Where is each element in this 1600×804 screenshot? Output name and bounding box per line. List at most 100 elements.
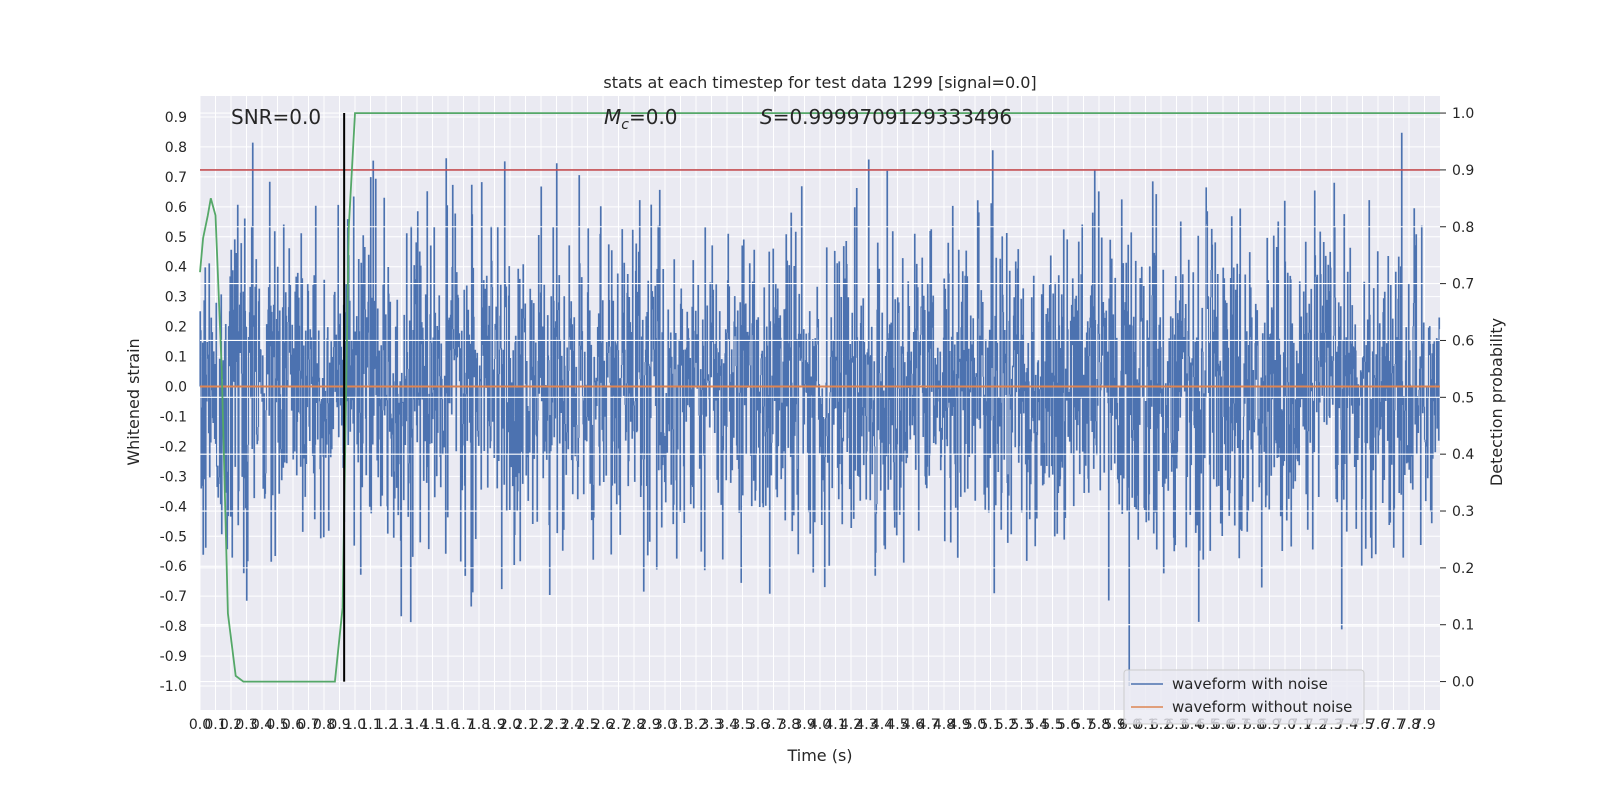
x-tick-label: 1.3 (390, 717, 412, 733)
x-tick-label: 7.8 (1398, 717, 1420, 733)
score-annotation: S=0.9999709129333496 (760, 105, 1012, 129)
x-tick-label: 2.9 (638, 717, 660, 733)
x-tick-label: 3.0 (654, 717, 676, 733)
y2-tick-label: 1.0 (1452, 106, 1474, 122)
detection-probability-line (199, 112, 1440, 683)
x-tick-label: 4.1 (824, 717, 846, 733)
y2-tick-label: 0.0 (1452, 675, 1474, 691)
y-tick-label: -0.4 (160, 499, 187, 515)
x-tick-label: 7.7 (1382, 717, 1404, 733)
y-tick-label: 0.1 (165, 350, 187, 366)
score-symbol: S (760, 105, 773, 129)
x-tick-label: 3.5 (731, 717, 753, 733)
x-tick-label: 0.6 (282, 717, 304, 733)
chart-title: stats at each timestep for test data 129… (603, 73, 1036, 92)
x-tick-label: 1.7 (452, 717, 474, 733)
y-tick-label: 0.4 (165, 260, 187, 276)
y-tick-label: 0.9 (165, 110, 187, 126)
x-tick-label: 1.1 (359, 717, 381, 733)
x-tick-label: 5.9 (1103, 717, 1125, 733)
x-tick-label: 4.8 (933, 717, 955, 733)
x-tick-label: 2.1 (514, 717, 536, 733)
chirp-mass-annotation: Mc=0.0 (604, 105, 678, 133)
x-tick-label: 4.3 (855, 717, 877, 733)
x-tick-label: 4.7 (917, 717, 939, 733)
x-tick-label: 7.9 (1413, 717, 1435, 733)
x-tick-label: 3.4 (716, 717, 738, 733)
y2-tick-label: 0.8 (1452, 220, 1474, 236)
y-axis-ticks: -1.0 -0.9 -0.8 -0.7 -0.6 -0.5 -0.4 -0.3 -0.2 -0.1… (160, 110, 187, 695)
x-tick-label: 1.8 (468, 717, 490, 733)
y-tick-label: -0.2 (160, 439, 187, 455)
x-tick-label: 2.7 (607, 717, 629, 733)
x-tick-label: 5.5 (1041, 717, 1063, 733)
x-tick-label: 1.6 (437, 717, 459, 733)
y2-tick-label: 0.6 (1452, 333, 1474, 349)
x-tick-label: 1.5 (421, 717, 443, 733)
x-tick-label: 4.4 (871, 717, 893, 733)
snr-annotation: SNR=0.0 (231, 105, 321, 129)
score-value: =0.9999709129333496 (773, 105, 1012, 129)
legend-label-noise: waveform with noise (1172, 675, 1328, 693)
x-tick-label: 0.8 (313, 717, 335, 733)
x-tick-label: 5.0 (964, 717, 986, 733)
y-tick-label: 0.5 (165, 230, 187, 246)
chirp-mass-subscript: c (621, 117, 629, 133)
x-tick-label: 5.3 (1010, 717, 1032, 733)
y-tick-label: 0.2 (165, 320, 187, 336)
x-tick-label: 0.5 (266, 717, 288, 733)
x-tick-label: 5.1 (979, 717, 1001, 733)
y-tick-label: 0.8 (165, 140, 187, 156)
y-tick-label: 0.3 (165, 290, 187, 306)
y-tick-label: -0.6 (160, 559, 187, 575)
series-lines (199, 112, 1440, 683)
x-tick-label: 0.3 (235, 717, 257, 733)
y2-tick-label: 0.9 (1452, 163, 1474, 179)
x-tick-label: 0.0 (189, 717, 211, 733)
x-tick-label: 3.1 (669, 717, 691, 733)
x-tick-label: 1.0 (344, 717, 366, 733)
y-tick-label: 0.6 (165, 200, 187, 216)
y-tick-label: -0.5 (160, 529, 187, 545)
x-tick-label: 2.8 (623, 717, 645, 733)
x-tick-label: 3.9 (793, 717, 815, 733)
y-tick-label: -0.7 (160, 589, 187, 605)
y-axis-label: Whitened strain (124, 338, 143, 465)
legend-label-clean: waveform without noise (1172, 698, 1352, 716)
x-tick-label: 2.4 (561, 717, 583, 733)
x-tick-label: 3.2 (685, 717, 707, 733)
x-tick-label: 5.2 (995, 717, 1017, 733)
x-tick-label: 4.9 (948, 717, 970, 733)
legend-box (1123, 669, 1365, 725)
x-tick-label: 2.6 (592, 717, 614, 733)
x-tick-label: 0.4 (251, 717, 273, 733)
x-tick-label: 4.6 (902, 717, 924, 733)
x-tick-label: 3.3 (700, 717, 722, 733)
x-tick-label: 5.8 (1088, 717, 1110, 733)
x-tick-label: 3.6 (747, 717, 769, 733)
x-tick-label: 5.6 (1057, 717, 1079, 733)
x-tick-label: 2.2 (530, 717, 552, 733)
y2-tick-label: 0.5 (1452, 390, 1474, 406)
x-axis-label: Time (s) (786, 746, 852, 765)
x-tick-label: 2.3 (545, 717, 567, 733)
y-tick-label: -0.9 (160, 649, 187, 665)
x-tick-label: 4.5 (886, 717, 908, 733)
series-waveform-with-noise (199, 132, 1441, 686)
y2-tick-label: 0.4 (1452, 447, 1474, 463)
x-tick-label: 7.6 (1367, 717, 1389, 733)
y2-axis-label: Detection probability (1487, 318, 1506, 486)
x-tick-label: 3.7 (762, 717, 784, 733)
y2-tick-label: 0.3 (1452, 504, 1474, 520)
y-tick-label: -0.8 (160, 619, 187, 635)
y-tick-label: 0.0 (165, 380, 187, 396)
y-tick-label: 0.7 (165, 170, 187, 186)
x-tick-label: 2.5 (576, 717, 598, 733)
y2-tick-label: 0.2 (1452, 561, 1474, 577)
x-tick-label: 5.7 (1072, 717, 1094, 733)
x-tick-label: 4.2 (840, 717, 862, 733)
x-tick-label: 2.0 (499, 717, 521, 733)
chirp-mass-symbol: M (604, 105, 621, 129)
